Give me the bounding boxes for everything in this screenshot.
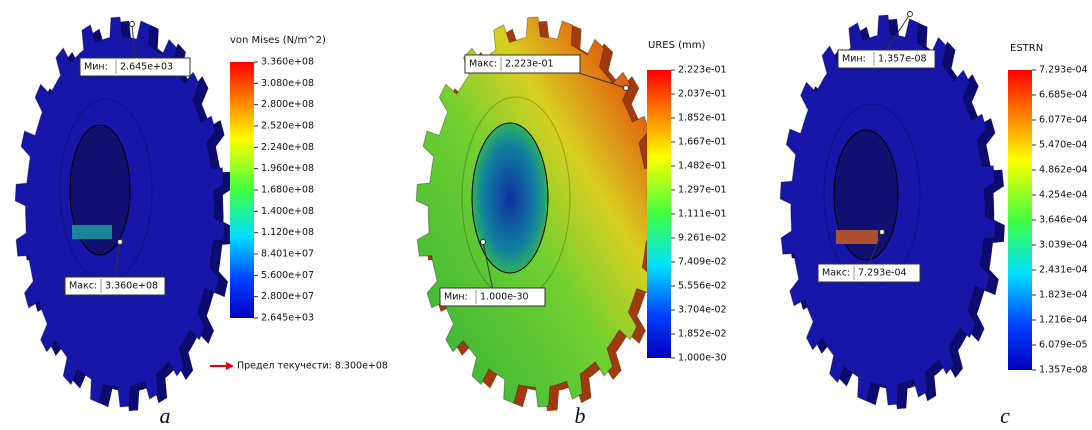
yield-note: Предел текучести: 8.300e+08 (237, 361, 388, 372)
scale-label: 1.357e-08 (1039, 365, 1088, 376)
max-callout-value: 3.360e+08 (105, 281, 158, 292)
scale-label: 3.360e+08 (261, 57, 314, 68)
max-callout-label: Макс: (822, 268, 850, 279)
scale-label: 1.120e+08 (261, 227, 314, 238)
scale-label: 3.039e-04 (1039, 240, 1088, 251)
scale-label: 7.293e-04 (1039, 65, 1088, 76)
scale-label: 1.111e-01 (678, 209, 727, 220)
color-bar (230, 62, 254, 318)
scale-label: 1.216e-04 (1039, 315, 1088, 326)
scale-label: 1.823e-04 (1039, 290, 1088, 301)
scale-label: 3.646e-04 (1039, 215, 1088, 226)
bore-hole (472, 123, 548, 273)
min-callout-point (130, 22, 135, 27)
panel-caption: a (160, 403, 171, 428)
legend-title: von Mises (N/m^2) (230, 35, 326, 46)
figure: von Mises (N/m^2) 3.360e+08 3.080e+08 2.800… (0, 0, 1092, 430)
scale-label: 8.401e+07 (261, 249, 314, 260)
scale-label: 5.556e-02 (678, 281, 727, 292)
min-callout-label: Мин: (444, 292, 468, 303)
legend-title: ESTRN (1010, 43, 1043, 54)
scale-label: 1.667e-01 (678, 137, 727, 148)
min-callout-point (908, 12, 913, 17)
max-callout-value: 2.223e-01 (505, 59, 554, 70)
scale-label: 1.852e-01 (678, 113, 727, 124)
scale-label: 6.077e-04 (1039, 115, 1088, 126)
scale-label: 2.240e+08 (261, 142, 314, 153)
scale-label: 1.482e-01 (678, 161, 727, 172)
max-callout-value: 7.293e-04 (858, 268, 907, 279)
max-callout-point (624, 86, 629, 91)
yield-arrow-head (226, 362, 234, 370)
scale-label: 5.600e+07 (261, 270, 314, 281)
scale-label: 2.800e+08 (261, 99, 314, 110)
max-callout-point (880, 230, 885, 235)
max-callout-label: Макс: (469, 59, 497, 70)
scale-label: 6.079e-05 (1039, 340, 1088, 351)
scale-label: 2.800e+07 (261, 291, 314, 302)
stress-zone (72, 225, 112, 239)
scale-label: 2.431e-04 (1039, 265, 1088, 276)
scale-label: 2.520e+08 (261, 121, 314, 132)
scale-label: 1.000e-30 (678, 353, 727, 364)
min-callout-label: Мин: (842, 54, 866, 65)
stress-zone (836, 230, 878, 244)
min-callout-point (481, 240, 486, 245)
scale-label: 2.645e+03 (261, 313, 314, 324)
min-callout-value: 1.000e-30 (480, 292, 529, 303)
scale-label: 3.080e+08 (261, 78, 314, 89)
scale-label: 3.704e-02 (678, 305, 727, 316)
scale-label: 1.680e+08 (261, 185, 314, 196)
page: {"panels": [ {"legend_title": "von Mises… (0, 0, 1092, 430)
scale-label: 2.223e-01 (678, 65, 727, 76)
scale-label: 5.470e-04 (1039, 140, 1088, 151)
scale-label: 2.037e-01 (678, 89, 727, 100)
min-callout-label: Мин: (84, 62, 108, 73)
scale-label: 4.254e-04 (1039, 190, 1088, 201)
panel-caption: b (575, 403, 586, 428)
scale-label: 4.862e-04 (1039, 165, 1088, 176)
legend-title: URES (mm) (648, 40, 705, 51)
scale-label: 9.261e-02 (678, 233, 727, 244)
min-callout-value: 2.645e+03 (120, 62, 173, 73)
scale-label: 1.400e+08 (261, 206, 314, 217)
color-bar (647, 70, 671, 358)
scale-label: 1.960e+08 (261, 163, 314, 174)
scale-label: 7.409e-02 (678, 257, 727, 268)
scale-label: 1.852e-02 (678, 329, 727, 340)
max-callout-point (118, 240, 123, 245)
color-bar (1008, 70, 1032, 370)
min-callout-value: 1.357e-08 (878, 54, 927, 65)
panel-caption: c (1000, 403, 1010, 428)
max-callout-label: Макс: (69, 281, 97, 292)
scale-label: 6.685e-04 (1039, 90, 1088, 101)
scale-label: 1.297e-01 (678, 185, 727, 196)
